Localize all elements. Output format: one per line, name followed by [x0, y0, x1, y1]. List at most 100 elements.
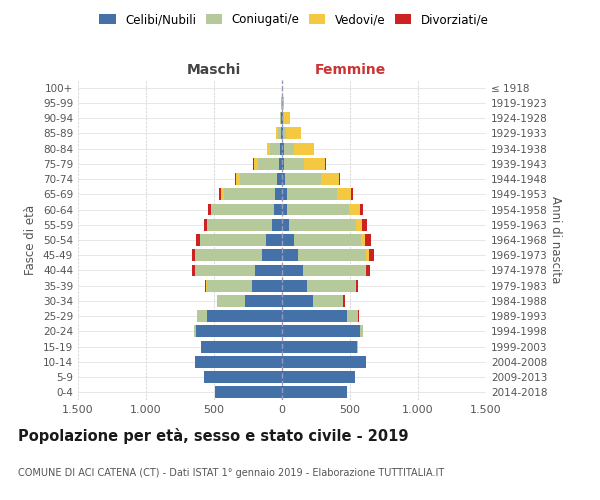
Bar	[220, 188, 221, 200]
Bar	[221, 188, 224, 200]
Bar	[196, 234, 200, 246]
Bar	[294, 142, 314, 154]
Bar	[325, 158, 326, 170]
Bar	[275, 188, 282, 200]
Bar	[304, 158, 325, 170]
Bar	[262, 250, 282, 261]
Bar	[278, 128, 281, 140]
Bar	[282, 340, 358, 352]
Bar	[369, 250, 374, 261]
Bar	[274, 204, 282, 216]
Bar	[282, 326, 360, 338]
Bar	[277, 128, 278, 140]
Bar	[195, 264, 256, 276]
Bar	[207, 310, 282, 322]
Bar	[245, 295, 282, 307]
Bar	[282, 142, 284, 154]
Bar	[194, 326, 196, 338]
Bar	[287, 188, 337, 200]
Bar	[365, 234, 371, 246]
Bar	[283, 112, 284, 124]
Bar	[352, 188, 353, 200]
Bar	[217, 295, 245, 307]
Bar	[339, 173, 340, 185]
Bar	[366, 264, 370, 276]
Bar	[282, 310, 347, 322]
Bar	[282, 280, 307, 291]
Bar	[362, 219, 367, 230]
Bar	[236, 173, 240, 185]
Bar	[347, 310, 358, 322]
Text: Femmine: Femmine	[314, 63, 386, 77]
Bar	[282, 371, 355, 383]
Bar	[282, 264, 303, 276]
Bar	[278, 158, 282, 170]
Bar	[281, 128, 282, 140]
Bar	[193, 264, 195, 276]
Bar	[286, 128, 301, 140]
Bar	[207, 219, 272, 230]
Bar	[201, 340, 282, 352]
Bar	[256, 264, 282, 276]
Bar	[337, 188, 352, 200]
Bar	[282, 188, 287, 200]
Bar	[196, 326, 282, 338]
Text: Maschi: Maschi	[187, 63, 241, 77]
Bar	[277, 173, 282, 185]
Bar	[203, 219, 206, 230]
Bar	[204, 371, 282, 383]
Bar	[280, 142, 282, 154]
Bar	[208, 204, 211, 216]
Text: Popolazione per età, sesso e stato civile - 2019: Popolazione per età, sesso e stato civil…	[18, 428, 409, 444]
Y-axis label: Anni di nascita: Anni di nascita	[548, 196, 562, 284]
Bar	[224, 188, 275, 200]
Bar	[356, 280, 358, 291]
Bar	[282, 173, 286, 185]
Bar	[284, 158, 304, 170]
Bar	[254, 158, 257, 170]
Bar	[286, 173, 321, 185]
Bar	[282, 386, 347, 398]
Bar	[206, 280, 252, 291]
Bar	[252, 280, 282, 291]
Bar	[293, 234, 361, 246]
Bar	[200, 234, 266, 246]
Bar	[215, 386, 282, 398]
Bar	[360, 326, 363, 338]
Bar	[367, 250, 369, 261]
Bar	[240, 173, 277, 185]
Bar	[211, 204, 212, 216]
Bar	[361, 234, 365, 246]
Bar	[270, 142, 280, 154]
Bar	[282, 158, 284, 170]
Bar	[195, 356, 282, 368]
Bar	[284, 112, 290, 124]
Bar	[289, 219, 356, 230]
Bar	[191, 250, 194, 261]
Bar	[282, 295, 313, 307]
Bar	[303, 264, 365, 276]
Bar	[195, 250, 262, 261]
Bar	[266, 234, 282, 246]
Bar	[280, 112, 281, 124]
Bar	[282, 128, 283, 140]
Bar	[356, 219, 362, 230]
Bar	[313, 295, 343, 307]
Bar	[283, 97, 284, 109]
Bar	[298, 250, 367, 261]
Text: COMUNE DI ACI CATENA (CT) - Dati ISTAT 1° gennaio 2019 - Elaborazione TUTTITALIA: COMUNE DI ACI CATENA (CT) - Dati ISTAT 1…	[18, 468, 444, 477]
Bar	[283, 128, 286, 140]
Bar	[212, 204, 274, 216]
Bar	[365, 264, 366, 276]
Bar	[197, 310, 207, 322]
Bar	[349, 204, 359, 216]
Bar	[272, 219, 282, 230]
Bar	[282, 234, 293, 246]
Bar	[282, 356, 365, 368]
Bar	[287, 204, 349, 216]
Bar	[257, 158, 278, 170]
Bar	[282, 219, 289, 230]
Bar	[235, 173, 236, 185]
Bar	[282, 250, 298, 261]
Bar	[205, 280, 206, 291]
